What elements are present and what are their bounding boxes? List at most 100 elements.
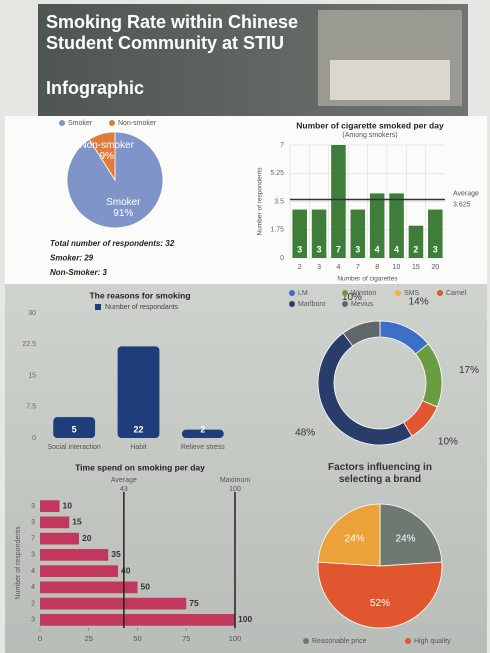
x-tick-label: 15: [412, 264, 420, 271]
x-tick-label: 2: [298, 264, 302, 271]
y-axis-label: Number of respondents: [257, 167, 264, 236]
reference-name: Average: [111, 477, 137, 484]
y-tick-label: 7: [280, 142, 284, 149]
bar: [40, 614, 235, 626]
legend-swatch: [303, 638, 309, 644]
x-tick-label: Social interaction: [48, 444, 101, 451]
chart-title: Number of cigarette smoked per day: [296, 120, 444, 130]
slice: [379, 503, 443, 567]
value-label: 17%: [459, 365, 479, 376]
y-tick-label: 15: [28, 372, 36, 379]
legend-swatch: [289, 290, 295, 296]
bar: [331, 145, 346, 258]
legend-swatch: [342, 290, 348, 296]
y-tick-label: 0: [32, 435, 36, 442]
slice-label: Smoker: [106, 197, 141, 208]
reference-name: Maximum: [220, 477, 251, 484]
bar: [369, 193, 385, 258]
slice-label: Non-smoker: [79, 140, 134, 151]
value-label: 2: [413, 244, 418, 254]
value-label: 9%: [99, 151, 114, 162]
value-label: 14%: [409, 296, 429, 307]
x-tick-label: 8: [375, 264, 379, 271]
y-tick-label: 4: [31, 584, 35, 591]
y-tick-label: 7: [31, 535, 35, 542]
x-tick-label: 50: [133, 634, 141, 643]
factors-title-box: Factors influencing in selecting a brand: [328, 462, 432, 485]
reference-value: 100: [229, 486, 241, 493]
note: Total number of respondents: 32: [50, 239, 175, 248]
x-tick-label: 25: [85, 634, 93, 643]
y-tick-label: 3: [31, 552, 35, 559]
legend-label: Mevius: [351, 301, 374, 308]
x-tick-label: 0: [38, 634, 42, 643]
slice: [88, 131, 116, 182]
value-label: 50: [141, 582, 151, 592]
value-label: 10: [63, 500, 73, 510]
legend-label: Marlboro: [298, 301, 326, 308]
header-title: Smoking Rate within Chinese Student Comm…: [46, 12, 299, 53]
bar: [40, 581, 138, 594]
y-axis-label: Number of respondents: [15, 526, 22, 600]
legend-label: High quality: [414, 638, 451, 645]
value-label: 10%: [438, 437, 458, 448]
legend-label: Number of respondants: [105, 304, 179, 311]
y-tick-label: 4: [31, 568, 35, 575]
chart-title: Time spend on smoking per day: [75, 462, 205, 472]
chart-subtitle: (Among smokers): [342, 132, 397, 139]
legend-label: Non-smoker: [118, 120, 157, 127]
header-subtitle: Infographic: [46, 78, 144, 98]
y-tick-label: 22.5: [22, 341, 36, 348]
value-label: 91%: [113, 208, 133, 219]
value-label: 22: [133, 424, 143, 434]
x-tick-label: 75: [182, 634, 190, 643]
value-label: 100: [238, 614, 252, 624]
value-label: 3: [297, 244, 302, 254]
legend-swatch: [95, 304, 101, 310]
legend-label: LM: [298, 290, 308, 297]
bar: [350, 209, 366, 258]
legend-label: Smoker: [68, 120, 93, 127]
bar: [40, 516, 70, 529]
legend-swatch: [405, 638, 411, 644]
slice: [317, 561, 443, 629]
legend-label: Camel: [446, 290, 467, 297]
bar: [40, 532, 79, 545]
y-tick-label: 3: [31, 617, 35, 624]
header-subtitle-box: Infographic: [46, 78, 144, 98]
y-tick-label: 3.5: [274, 198, 284, 205]
bar: [53, 417, 96, 438]
value-label: 5: [72, 424, 77, 434]
x-tick-label: 3: [317, 264, 321, 271]
legend-swatch: [437, 290, 443, 296]
x-tick-label: 100: [229, 634, 242, 643]
chart-title: The reasons for smoking: [89, 290, 190, 300]
bar: [408, 225, 424, 258]
value-label: 40: [121, 565, 131, 575]
header-title-box: Smoking Rate within Chinese Student Comm…: [46, 12, 299, 53]
value-label: 10%: [342, 292, 362, 303]
slice: [317, 503, 381, 567]
value-label: 48%: [295, 427, 315, 438]
legend-label: Winston: [351, 290, 376, 297]
y-tick-label: 30: [28, 310, 36, 317]
x-tick-label: 20: [431, 264, 439, 271]
value-label: 4: [394, 244, 399, 254]
photo-ashtray: [330, 60, 450, 100]
value-label: 24%: [395, 534, 415, 545]
bar: [292, 209, 307, 258]
value-label: 20: [82, 533, 92, 543]
value-label: 4: [375, 244, 380, 254]
bar: [40, 549, 109, 561]
value-label: 7: [336, 244, 341, 254]
value-label: 52%: [370, 598, 390, 609]
bar: [181, 429, 224, 438]
legend-label: Reasonable price: [312, 638, 367, 645]
y-tick-label: 0: [280, 255, 284, 262]
legend-swatch: [395, 290, 401, 296]
bar: [311, 209, 327, 258]
x-tick-label: Relieve stress: [181, 444, 225, 451]
bar: [40, 597, 187, 610]
legend-label: SMS: [404, 290, 420, 297]
legend-swatch: [289, 301, 295, 307]
